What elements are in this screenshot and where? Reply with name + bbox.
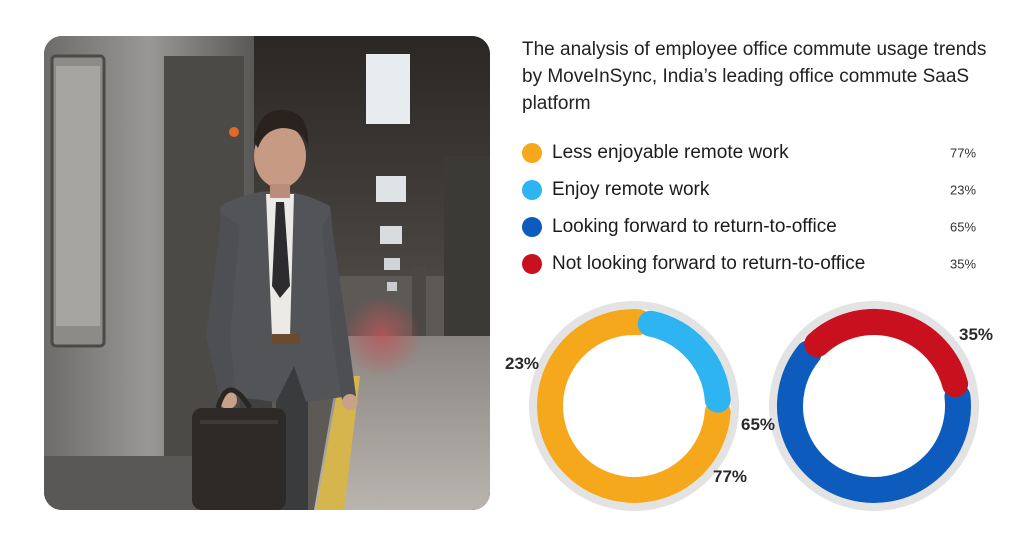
donut-slice-not-looking-forward-to-return-to-office (804, 309, 969, 398)
legend-value: 77% (950, 145, 977, 160)
legend-swatch (522, 253, 542, 274)
subway-scene-image (44, 36, 490, 510)
legend-item-looking-forward-to-return-to-office: Looking forward to return-to-office 65% (522, 208, 992, 245)
donut-slice-enjoy-remote-work (637, 310, 731, 413)
donut-chart-remote-work: 77% 23% (505, 301, 747, 511)
donut-chart-return-to-office: 65% 35% (741, 301, 993, 511)
legend-value: 65% (950, 219, 977, 234)
legend-swatch (522, 142, 542, 163)
legend-swatch (522, 179, 542, 200)
legend-item-not-looking-forward-to-return-to-office: Not looking forward to return-to-office … (522, 245, 992, 282)
legend-value: 23% (950, 182, 977, 197)
legend-label: Less enjoyable remote work (552, 141, 789, 163)
legend-label: Enjoy remote work (552, 178, 710, 200)
legend-item-enjoy-remote-work: Enjoy remote work 23% (522, 171, 992, 208)
legend-swatch (522, 216, 542, 237)
legend-label: Not looking forward to return-to-office (552, 252, 866, 274)
chart-title: The analysis of employee office commute … (522, 39, 987, 114)
donut-data-label: 35% (959, 325, 993, 344)
donut-data-label: 65% (741, 415, 775, 434)
donut-track (769, 301, 979, 511)
legend-value: 35% (950, 256, 977, 271)
legend-item-less-enjoyable-remote-work: Less enjoyable remote work 77% (522, 134, 992, 171)
hero-photo (44, 36, 490, 510)
donut-slice-less-enjoyable-remote-work (537, 309, 731, 503)
legend-label: Looking forward to return-to-office (552, 215, 837, 237)
donut-data-label: 77% (713, 467, 747, 486)
donut-data-label: 23% (505, 354, 539, 373)
legend: Less enjoyable remote work 77% Enjoy rem… (522, 134, 992, 282)
donut-slice-looking-forward-to-return-to-office (777, 340, 971, 503)
donut-track (529, 301, 739, 511)
